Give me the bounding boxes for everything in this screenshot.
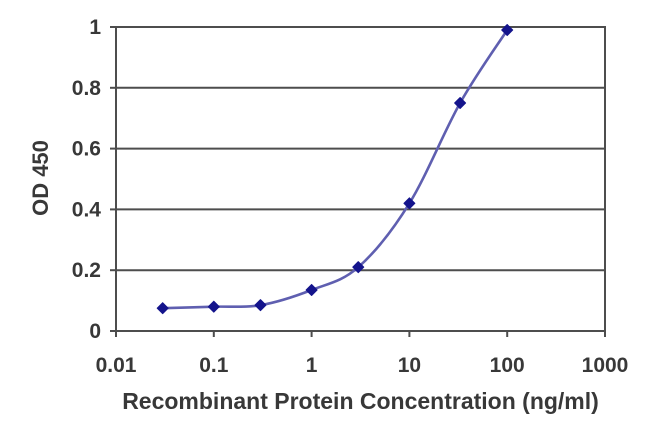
y-tick-label: 0.8 [72,77,102,100]
data-point-marker [454,97,467,109]
data-point-marker [403,197,416,210]
y-axis-title: OD 450 [28,140,53,216]
y-tick-label: 0.4 [72,198,102,221]
y-tick-label: 1 [89,16,101,39]
data-point-marker [501,24,514,37]
x-tick-label: 0.1 [199,354,229,377]
x-tick-label: 0.01 [96,354,137,377]
data-point-marker [305,283,318,296]
y-tick-label: 0.2 [72,259,101,282]
data-point-marker [207,300,220,313]
x-tick-label: 10 [398,354,421,377]
curve-line [161,28,509,310]
x-tick-label: 100 [490,354,525,377]
plot-frame [115,26,606,332]
x-tick-label: 1 [306,354,318,377]
y-tick-label: 0 [89,320,101,343]
data-point-marker [352,261,365,274]
data-point-marker [254,299,267,312]
y-tick-label: 0.6 [72,138,101,161]
data-point-marker [156,302,169,315]
x-axis-title: Recombinant Protein Concentration (ng/ml… [122,388,599,414]
x-tick-label: 1000 [582,354,629,377]
